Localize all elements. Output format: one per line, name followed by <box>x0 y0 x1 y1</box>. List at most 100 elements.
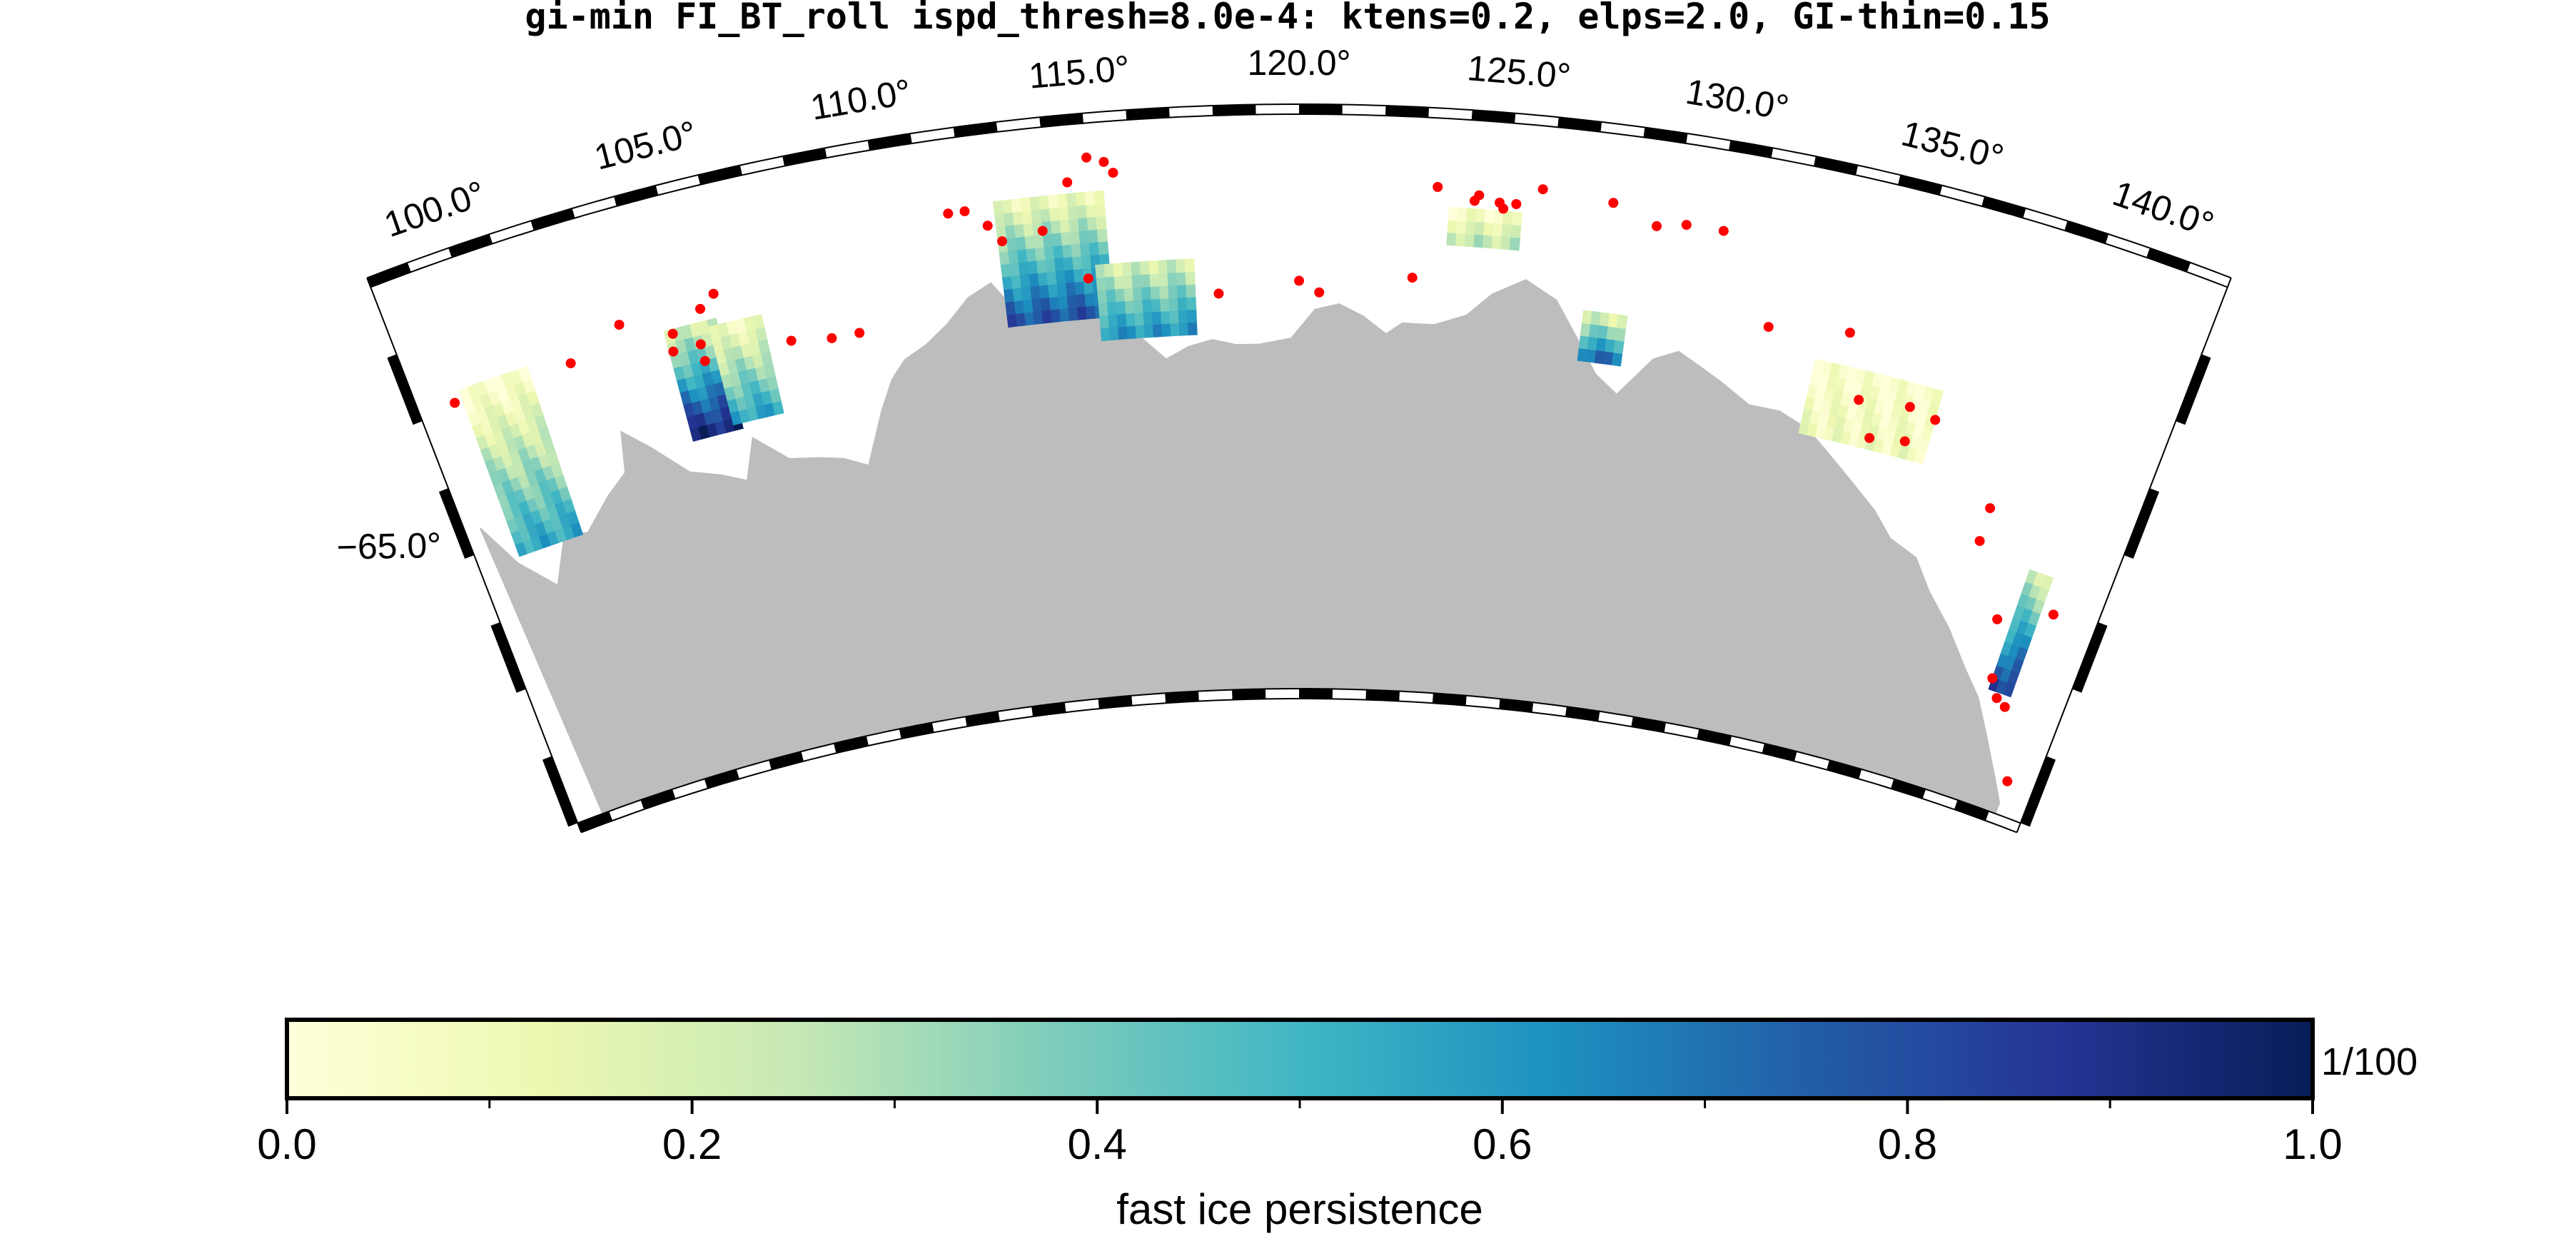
frame-checker <box>1697 729 1732 746</box>
fast-ice-cell <box>1024 235 1036 250</box>
fast-ice-cell <box>1185 270 1196 285</box>
iceberg-point <box>1213 288 1224 299</box>
fast-ice-cell <box>1047 283 1059 298</box>
frame-checker <box>834 736 869 754</box>
frame-checker <box>1039 113 1084 128</box>
fast-ice-cell <box>1131 274 1143 288</box>
frame-checker <box>640 789 676 810</box>
fast-ice-cell <box>1178 309 1188 323</box>
fast-ice-cell <box>1466 208 1478 223</box>
fast-ice-cell <box>1106 301 1118 315</box>
frame-checker <box>1827 760 1862 779</box>
iceberg-point <box>1899 436 1910 447</box>
fast-ice-cell <box>1073 268 1084 283</box>
fast-ice-cell <box>1143 323 1154 338</box>
fast-ice-cell <box>1041 309 1053 324</box>
fast-ice-cell <box>1931 388 1944 404</box>
frame-checker <box>1729 140 1774 158</box>
fast-ice-cell <box>1455 232 1466 247</box>
frame-checker <box>1365 689 1400 701</box>
fast-ice-cell <box>1176 284 1188 298</box>
iceberg-point <box>854 328 865 338</box>
fast-ice-cell <box>1482 234 1494 249</box>
fast-ice-cell <box>1033 310 1044 325</box>
fast-ice-cell <box>1031 298 1043 313</box>
fast-ice-cell <box>1124 300 1136 314</box>
frame-checker <box>1981 196 2026 218</box>
fast-ice-cell <box>1031 208 1042 223</box>
frame-checker <box>1565 706 1600 721</box>
fast-ice-cell <box>1126 325 1137 340</box>
fast-ice-cell <box>1049 295 1061 310</box>
frame-checker <box>953 121 998 138</box>
fast-ice-cell <box>1611 352 1623 367</box>
fast-ice-cell <box>1141 285 1152 300</box>
frame-checker <box>1814 156 1859 176</box>
frame-checker <box>965 711 1000 727</box>
fast-ice-cell <box>1063 256 1074 271</box>
fast-ice-cell <box>1054 257 1066 272</box>
fast-ice-cell <box>1123 287 1134 302</box>
fast-ice-cell <box>1105 275 1116 290</box>
colorbar-ramp <box>285 1018 2315 1100</box>
colorbar-tick-label: 0.0 <box>257 1120 316 1168</box>
frame-checker <box>1891 779 1926 799</box>
fast-ice-cell <box>1086 216 1098 231</box>
fast-ice-cell <box>1446 232 1458 246</box>
colorbar-tick-label: 0.8 <box>1878 1120 1937 1168</box>
fast-ice-cell <box>1020 197 1032 212</box>
fast-ice-cell <box>1065 281 1077 296</box>
iceberg-point <box>1999 701 2010 712</box>
iceberg-point <box>1062 177 1073 188</box>
longitude-tick-label: 105.0° <box>590 113 700 177</box>
fast-ice-cell <box>1186 296 1197 310</box>
iceberg-point <box>667 328 678 339</box>
frame-side-checker <box>2176 354 2211 425</box>
iceberg-point <box>1974 536 1985 547</box>
iceberg-point <box>1608 198 1619 208</box>
frame-checker <box>1098 695 1133 709</box>
fast-ice-cell <box>1085 305 1096 320</box>
frame-side-checker <box>2072 622 2108 693</box>
fast-ice-cell <box>1457 207 1468 222</box>
fast-ice-cell <box>1011 198 1023 213</box>
fast-ice-cell <box>1049 207 1061 222</box>
fast-ice-cell <box>1114 288 1126 303</box>
frame-checker <box>1954 800 1989 821</box>
fast-ice-cell <box>1448 206 1459 221</box>
iceberg-point <box>1314 287 1325 298</box>
frame-checker <box>1126 107 1170 121</box>
iceberg-point <box>1864 432 1875 443</box>
iceberg-point <box>982 221 993 231</box>
fast-ice-cell <box>1029 273 1040 288</box>
fast-ice-cell <box>1022 298 1034 313</box>
fast-ice-cell <box>1097 289 1108 304</box>
fast-ice-cell <box>1501 223 1512 238</box>
fast-ice-cell <box>1509 236 1521 251</box>
iceberg-point <box>699 355 710 366</box>
fast-ice-cell <box>1615 327 1627 342</box>
fast-ice-cell <box>1151 310 1163 325</box>
fast-ice-cell <box>1034 246 1046 261</box>
iceberg-point <box>2048 609 2059 620</box>
iceberg-point <box>1083 273 1093 284</box>
fast-ice-cell <box>1158 285 1170 299</box>
fast-ice-cell <box>2041 574 2054 591</box>
fast-ice-cell <box>1055 270 1066 285</box>
iceberg-point <box>1763 322 1774 333</box>
frame-checker <box>1385 106 1430 118</box>
fast-ice-cell <box>1086 203 1097 218</box>
frame-side-checker <box>2020 756 2056 827</box>
fast-ice-cell <box>1077 217 1089 232</box>
iceberg-point <box>668 346 679 357</box>
longitude-tick-label: 100.0° <box>379 173 490 245</box>
frame-side-checker <box>2123 488 2160 559</box>
fast-ice-cell <box>1184 258 1195 273</box>
frame-checker <box>697 165 742 185</box>
fast-ice-cell <box>1142 298 1153 313</box>
longitude-tick-label: 110.0° <box>808 71 914 128</box>
longitude-tick-label: 120.0° <box>1247 43 1350 83</box>
fast-ice-cell <box>1044 245 1055 260</box>
longitude-tick-label: 130.0° <box>1683 71 1792 128</box>
frame-checker <box>530 208 575 231</box>
